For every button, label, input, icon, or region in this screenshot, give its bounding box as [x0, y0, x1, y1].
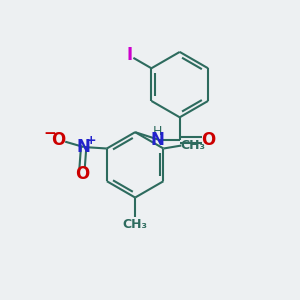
- Text: H: H: [153, 125, 162, 138]
- Text: CH₃: CH₃: [123, 218, 148, 231]
- Text: N: N: [151, 130, 165, 148]
- Text: O: O: [52, 131, 66, 149]
- Text: O: O: [201, 130, 216, 148]
- Text: −: −: [44, 126, 56, 141]
- Text: O: O: [75, 165, 89, 183]
- Text: +: +: [85, 134, 96, 147]
- Text: N: N: [77, 138, 91, 156]
- Text: I: I: [127, 46, 133, 64]
- Text: CH₃: CH₃: [180, 139, 205, 152]
